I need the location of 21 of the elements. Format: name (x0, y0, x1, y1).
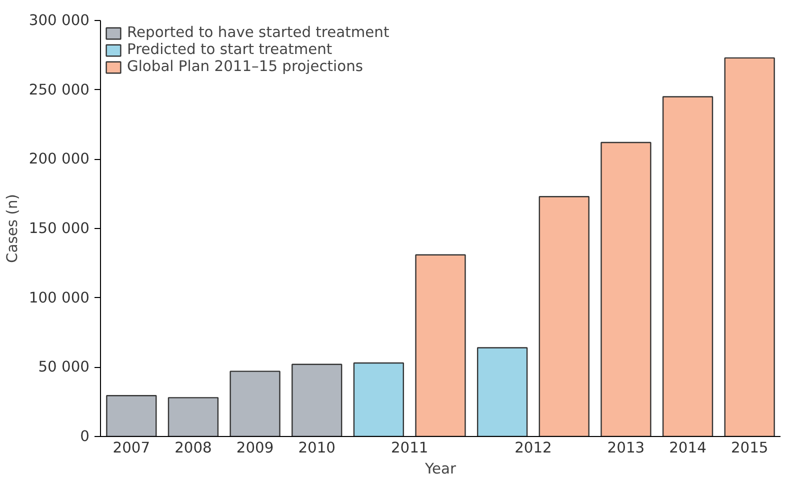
x-tick-label: 2013 (607, 440, 645, 456)
x-tick-label: 2015 (730, 440, 768, 456)
y-tick-label: 0 (80, 428, 90, 445)
x-tick-label: 2014 (669, 440, 706, 456)
y-tick-label: 300 000 (28, 12, 90, 29)
x-tick-label: 2009 (236, 440, 274, 456)
y-tick-label: 200 000 (28, 150, 90, 168)
x-tick-label: 2010 (298, 440, 336, 456)
legend-label: Predicted to start treatment (127, 41, 332, 58)
y-tick-label: 150 000 (28, 220, 90, 237)
x-tick-label: 2008 (174, 440, 212, 456)
y-tick-label: 50 000 (38, 358, 90, 376)
legend-label: Global Plan 2011–15 projections (127, 58, 364, 75)
legend-label: Reported to have started treatment (127, 24, 390, 41)
x-tick-label: 2007 (112, 440, 150, 456)
y-axis-title: Cases (n) (4, 194, 21, 263)
x-tick-label: 2012 (514, 440, 552, 456)
x-axis-title: Year (424, 460, 457, 478)
y-tick-label: 250 000 (28, 81, 90, 98)
y-tick-label: 100 000 (28, 289, 90, 306)
x-tick-label: 2011 (390, 440, 428, 456)
